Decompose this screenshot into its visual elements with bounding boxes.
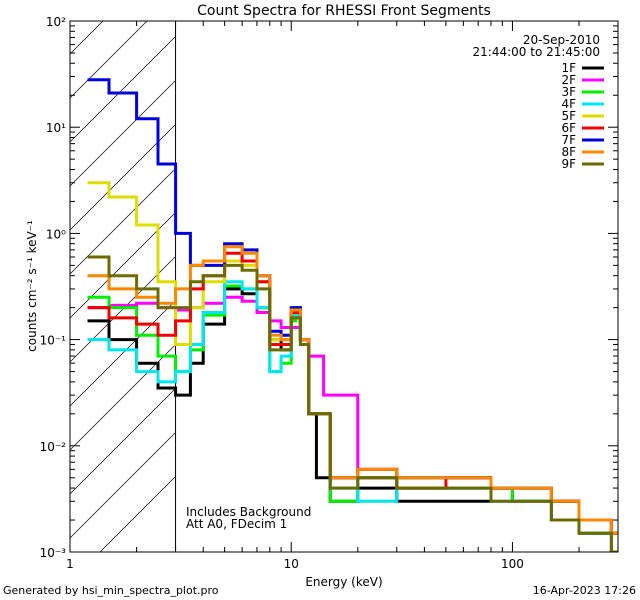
annotation-attenuator: Att A0, FDecim 1	[186, 517, 287, 531]
series-line-9f	[87, 255, 618, 552]
hatch-line	[70, 80, 176, 187]
legend-label: 7F	[561, 133, 576, 147]
series-lines	[87, 78, 618, 552]
hatch-line	[70, 21, 104, 55]
series-line-8f	[87, 245, 618, 535]
hatch-line	[99, 476, 176, 552]
date-label: 20-Sep-2010	[523, 33, 600, 47]
hatch-line	[70, 36, 176, 143]
legend-label: 8F	[561, 145, 576, 159]
y-tick-label: 10⁰	[46, 227, 66, 241]
y-tick-label: 10⁻¹	[40, 334, 67, 348]
plot-frame	[69, 20, 619, 553]
legend-label: 5F	[561, 109, 576, 123]
hatch-line	[70, 388, 176, 495]
x-tick-label: 10	[284, 557, 299, 571]
legend-label: 4F	[561, 97, 576, 111]
y-tick-label: 10⁻³	[40, 546, 67, 560]
time-range-label: 21:44:00 to 21:45:00	[473, 45, 600, 59]
x-tick-label: 1	[66, 557, 74, 571]
x-tick-label: 100	[501, 557, 524, 571]
legend-label: 6F	[561, 121, 576, 135]
y-axis-label: counts cm⁻² s⁻¹ keV⁻¹	[25, 220, 39, 352]
footer-timestamp: 16-Apr-2023 17:26	[532, 584, 636, 597]
footer-generated-by: Generated by hsi_min_spectra_plot.pro	[3, 584, 219, 597]
y-tick-label: 10¹	[46, 121, 66, 135]
hatch-line	[70, 300, 176, 407]
y-tick-label: 10⁻²	[40, 440, 67, 454]
legend-label: 1F	[561, 61, 576, 75]
annotation-background: Includes Background	[186, 505, 311, 519]
y-tick-label: 10²	[46, 15, 66, 29]
legend-label: 3F	[561, 85, 576, 99]
chart-title: Count Spectra for RHESSI Front Segments	[197, 3, 491, 19]
legend-label: 2F	[561, 73, 576, 87]
x-axis-label: Energy (keV)	[305, 575, 382, 589]
legend-label: 9F	[561, 157, 576, 171]
y-axis-ticks: 10⁻³ 10⁻² 10⁻¹ 10⁰ 10¹ 10²	[40, 15, 618, 560]
hatch-line	[70, 432, 176, 539]
